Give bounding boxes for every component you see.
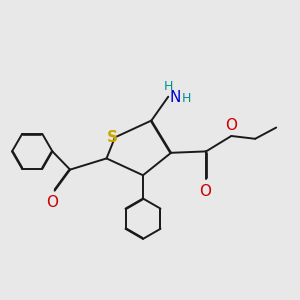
Text: O: O — [46, 195, 58, 210]
Text: H: H — [164, 80, 173, 93]
Text: N: N — [169, 90, 181, 105]
Text: H: H — [182, 92, 191, 105]
Text: O: O — [199, 184, 211, 199]
Text: S: S — [106, 130, 118, 145]
Text: O: O — [225, 118, 237, 133]
